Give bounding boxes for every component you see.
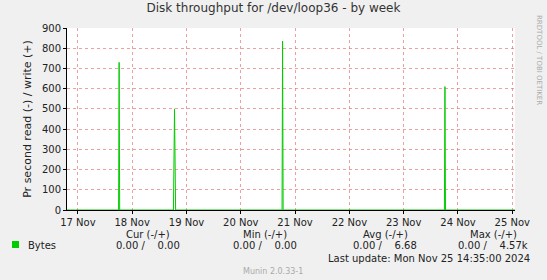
- svg-text:0.00 / 6.68: 0.00 / 6.68: [353, 240, 417, 251]
- svg-text:Pr second read (-) / write (+): Pr second read (-) / write (+): [21, 40, 34, 198]
- svg-text:0.00 / 0.00: 0.00 / 0.00: [116, 240, 180, 251]
- svg-text:19 Nov: 19 Nov: [169, 217, 205, 228]
- svg-text:Max (-/+): Max (-/+): [470, 229, 517, 240]
- svg-text:18 Nov: 18 Nov: [114, 217, 150, 228]
- svg-text:Cur (-/+): Cur (-/+): [126, 229, 170, 240]
- svg-text:400: 400: [42, 124, 61, 135]
- svg-text:17 Nov: 17 Nov: [60, 217, 96, 228]
- svg-text:Avg (-/+): Avg (-/+): [363, 229, 408, 240]
- svg-text:Disk throughput for /dev/loop3: Disk throughput for /dev/loop36 - by wee…: [147, 1, 401, 15]
- svg-text:800: 800: [42, 43, 61, 54]
- svg-text:21 Nov: 21 Nov: [277, 217, 313, 228]
- svg-text:0: 0: [55, 205, 61, 216]
- svg-text:200: 200: [42, 164, 61, 175]
- svg-text:RRDTOOL / TOBI OETIKER: RRDTOOL / TOBI OETIKER: [535, 15, 543, 105]
- svg-text:700: 700: [42, 63, 61, 74]
- svg-text:100: 100: [42, 184, 61, 195]
- svg-text:300: 300: [42, 144, 61, 155]
- svg-text:25 Nov: 25 Nov: [495, 217, 531, 228]
- svg-text:20 Nov: 20 Nov: [223, 217, 259, 228]
- svg-text:900: 900: [42, 23, 61, 34]
- svg-text:0.00 / 4.57k: 0.00 / 4.57k: [458, 240, 528, 251]
- svg-text:Min (-/+): Min (-/+): [243, 229, 287, 240]
- svg-text:24 Nov: 24 Nov: [440, 217, 476, 228]
- svg-text:Munin 2.0.33-1: Munin 2.0.33-1: [243, 267, 303, 276]
- svg-text:Bytes: Bytes: [28, 240, 56, 251]
- svg-text:0.00 / 0.00: 0.00 / 0.00: [233, 240, 297, 251]
- svg-text:Last update: Mon Nov 25 14:35:: Last update: Mon Nov 25 14:35:00 2024: [328, 253, 530, 264]
- svg-text:600: 600: [42, 83, 61, 94]
- svg-text:500: 500: [42, 103, 61, 114]
- svg-text:22 Nov: 22 Nov: [332, 217, 368, 228]
- svg-text:23 Nov: 23 Nov: [386, 217, 422, 228]
